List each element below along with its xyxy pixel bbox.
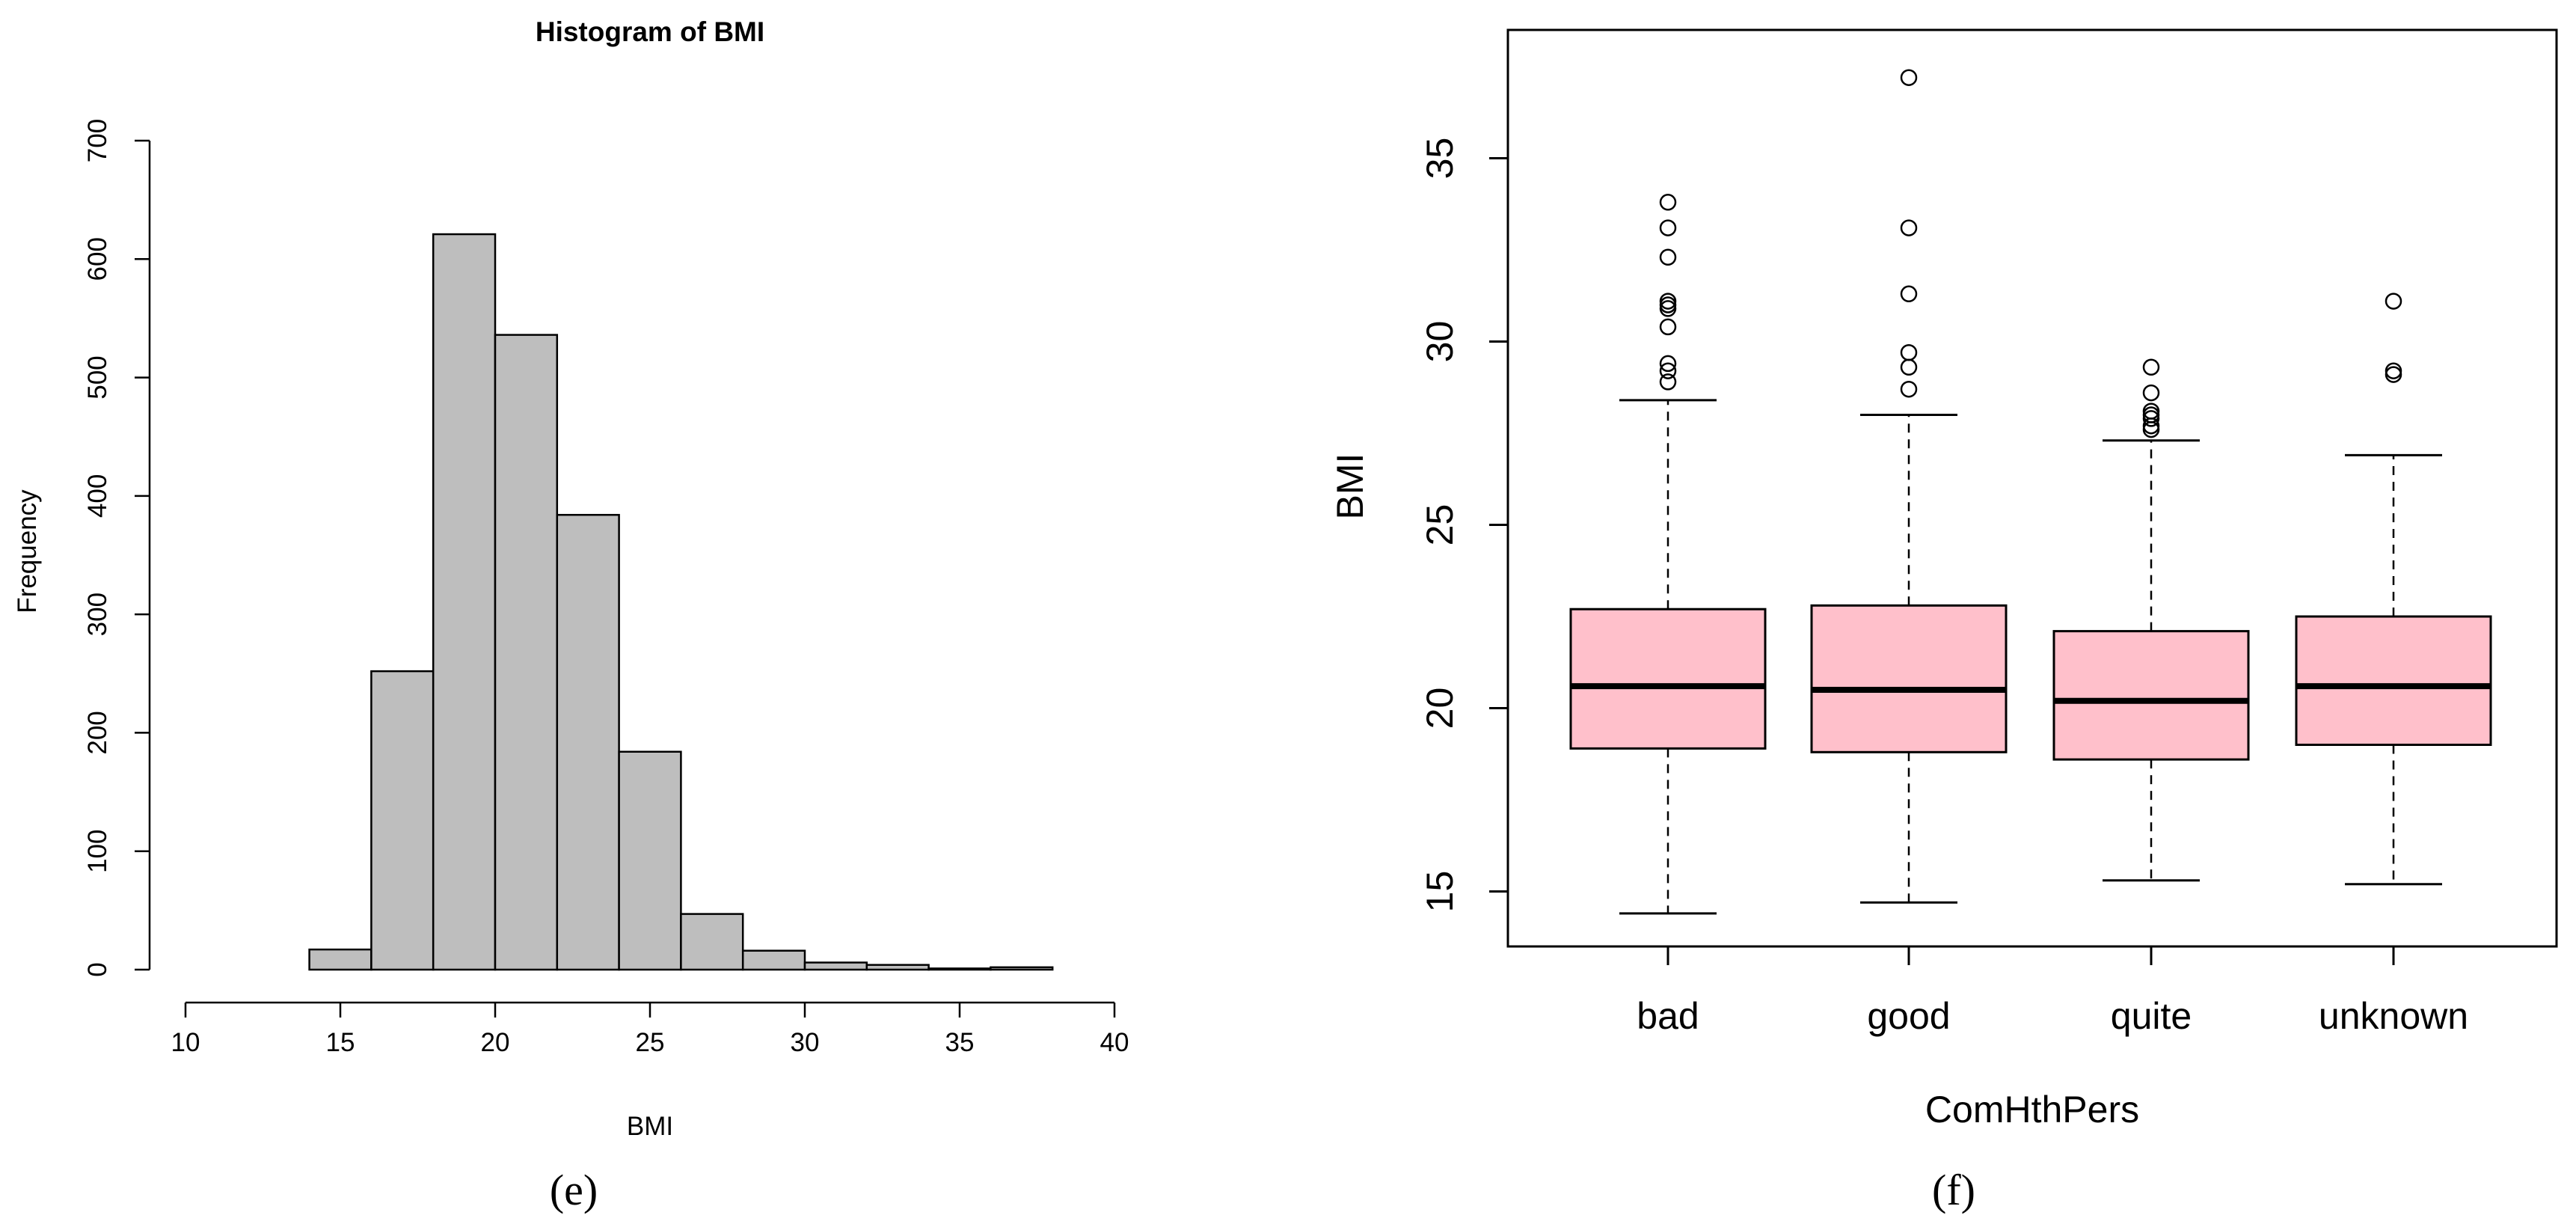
box-outlier <box>1659 293 1677 310</box>
histogram-chart: Histogram of BMI Frequency BMI 10 15 20 25 3… <box>13 16 1129 1141</box>
box-group-bad <box>1569 194 1767 915</box>
box-outlier <box>1900 285 1918 303</box>
box-outlier <box>2142 403 2160 420</box>
box-iqr <box>1569 608 1767 750</box>
box-outlier <box>1659 373 1677 391</box>
box-x-axis: bad good quite unknown <box>1637 946 2468 1037</box>
hist-y-tick-label: 200 <box>83 711 112 754</box>
hist-bar <box>618 750 682 971</box>
hist-y-tick-label: 100 <box>83 830 112 873</box>
hist-x-axis: 10 15 20 25 30 35 40 <box>171 1001 1129 1057</box>
box-groups <box>1569 69 2492 915</box>
hist-y-tick-label: 700 <box>83 119 112 162</box>
box-outlier <box>1659 355 1677 373</box>
box-group-good <box>1810 69 2008 904</box>
box-x-tick-label: bad <box>1637 995 1699 1037</box>
box-outlier <box>1659 219 1677 236</box>
hist-bar <box>803 961 868 971</box>
hist-y-axis: 0 100 200 300 400 500 600 700 <box>83 119 151 977</box>
hist-bar <box>432 233 497 971</box>
box-y-tick-label: 25 <box>1419 504 1461 546</box>
hist-bar <box>556 513 620 971</box>
hist-bar <box>741 949 806 971</box>
hist-y-tick-label: 300 <box>83 593 112 636</box>
box-outlier <box>1900 343 1918 361</box>
hist-bars <box>308 233 1054 971</box>
hist-y-axis-label: Frequency <box>13 489 42 614</box>
hist-x-tick-label: 10 <box>171 1028 200 1057</box>
box-iqr <box>1810 604 2008 753</box>
box-outlier <box>1659 362 1677 379</box>
box-y-tick-label: 15 <box>1419 871 1461 913</box>
hist-x-tick-label: 25 <box>636 1028 665 1057</box>
box-y-tick-label: 35 <box>1419 138 1461 180</box>
hist-x-tick-label: 30 <box>791 1028 820 1057</box>
box-iqr <box>2052 630 2250 761</box>
box-outlier <box>1900 219 1918 236</box>
box-outlier <box>1659 248 1677 266</box>
hist-y-tick-label: 0 <box>83 962 112 976</box>
panel-label-e: (e) <box>550 1166 598 1214</box>
box-outlier <box>2142 358 2160 376</box>
hist-x-axis-label: BMI <box>627 1112 673 1141</box>
hist-x-tick-label: 35 <box>945 1028 975 1057</box>
hist-bar <box>990 966 1054 971</box>
hist-bar <box>865 964 930 971</box>
box-y-tick-label: 30 <box>1419 321 1461 363</box>
hist-y-tick-label: 600 <box>83 237 112 281</box>
hist-bar <box>370 670 435 971</box>
hist-bar <box>680 913 744 971</box>
box-group-unknown <box>2295 293 2492 886</box>
box-outlier <box>2142 384 2160 402</box>
hist-bar <box>927 967 992 971</box>
hist-y-tick-label: 400 <box>83 474 112 518</box>
box-outlier <box>1900 380 1918 398</box>
hist-y-tick-label: 500 <box>83 355 112 399</box>
boxplot-chart: BMI ComHthPers bad good quite unknown 15 20 2… <box>1329 28 2558 1130</box>
box-x-tick-label: quite <box>2111 995 2192 1037</box>
hist-title: Histogram of BMI <box>536 16 764 47</box>
hist-bar <box>308 948 372 971</box>
box-x-tick-label: unknown <box>2319 995 2468 1037</box>
box-outlier <box>1659 194 1677 211</box>
hist-x-tick-label: 15 <box>326 1028 355 1057</box>
box-plot-frame <box>1506 28 2558 948</box>
panel-label-f: (f) <box>1932 1166 1975 1214</box>
hist-x-tick-label: 20 <box>481 1028 510 1057</box>
box-y-axis: 15 20 25 30 35 <box>1419 138 1508 913</box>
box-x-tick-label: good <box>1867 995 1950 1037</box>
box-outlier <box>2385 362 2402 379</box>
box-x-axis-label: ComHthPers <box>1925 1089 2139 1130</box>
box-outlier <box>1900 69 1918 86</box>
box-outlier <box>1659 318 1677 336</box>
box-y-axis-label: BMI <box>1329 453 1371 520</box>
box-y-tick-label: 20 <box>1419 688 1461 729</box>
box-iqr <box>2295 615 2492 746</box>
box-outlier <box>2385 293 2402 310</box>
box-group-quite <box>2052 358 2250 882</box>
hist-bar <box>494 334 559 971</box>
hist-x-tick-label: 40 <box>1100 1028 1129 1057</box>
